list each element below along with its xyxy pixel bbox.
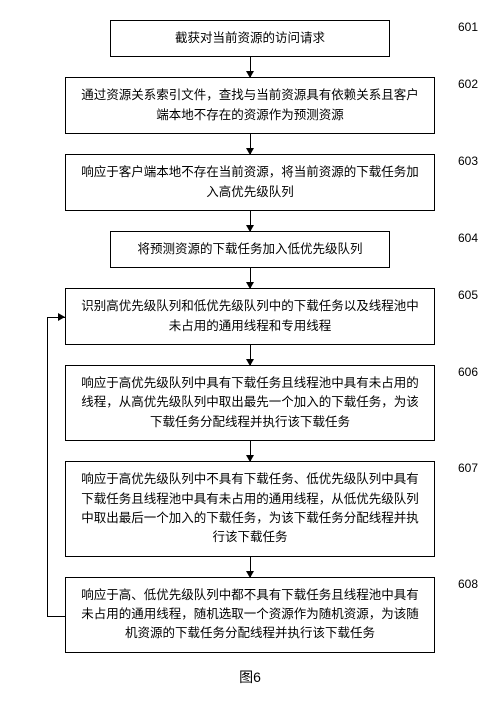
flow-step-602: 通过资源关系索引文件，查找与当前资源具有依赖关系且客户端本地不存在的资源作为预测… [30, 77, 470, 134]
flow-box: 通过资源关系索引文件，查找与当前资源具有依赖关系且客户端本地不存在的资源作为预测… [65, 77, 435, 134]
flowchart-container: 截获对当前资源的访问请求601 通过资源关系索引文件，查找与当前资源具有依赖关系且… [30, 20, 470, 653]
flow-step-label: 601 [458, 20, 478, 34]
flow-box: 响应于高、低优先级队列中都不具有下载任务且线程池中具有未占用的通用线程，随机选取… [65, 577, 435, 653]
flow-step-606: 响应于高优先级队列中具有下载任务且线程池中具有未占用的线程，从高优先级队列中取出… [30, 365, 470, 441]
flow-step-603: 响应于客户端本地不存在当前资源，将当前资源的下载任务加入高优先级队列603 [30, 154, 470, 211]
flow-box: 将预测资源的下载任务加入低优先级队列 [110, 231, 390, 268]
flow-step-label: 607 [458, 461, 478, 475]
flow-step-605: 识别高优先级队列和低优先级队列中的下载任务以及线程池中未占用的通用线程和专用线程… [30, 288, 470, 345]
flow-box: 响应于客户端本地不存在当前资源，将当前资源的下载任务加入高优先级队列 [65, 154, 435, 211]
flow-step-607: 响应于高优先级队列中不具有下载任务、低优先级队列中具有下载任务且线程池中具有未占… [30, 461, 470, 557]
loop-back-line [47, 317, 66, 617]
flow-step-label: 606 [458, 365, 478, 379]
flow-step-label: 605 [458, 288, 478, 302]
flow-step-608: 响应于高、低优先级队列中都不具有下载任务且线程池中具有未占用的通用线程，随机选取… [30, 577, 470, 653]
flow-step-601: 截获对当前资源的访问请求601 [30, 20, 470, 57]
arrow-right-icon [58, 313, 65, 321]
flow-step-label: 603 [458, 154, 478, 168]
flow-box: 截获对当前资源的访问请求 [110, 20, 390, 57]
flow-step-label: 608 [458, 577, 478, 591]
flow-box: 响应于高优先级队列中具有下载任务且线程池中具有未占用的线程，从高优先级队列中取出… [65, 365, 435, 441]
flow-step-label: 604 [458, 231, 478, 245]
flow-step-604: 将预测资源的下载任务加入低优先级队列604 [30, 231, 470, 268]
flow-box: 识别高优先级队列和低优先级队列中的下载任务以及线程池中未占用的通用线程和专用线程 [65, 288, 435, 345]
flow-step-label: 602 [458, 77, 478, 91]
figure-caption: 图6 [30, 667, 470, 687]
flow-box: 响应于高优先级队列中不具有下载任务、低优先级队列中具有下载任务且线程池中具有未占… [65, 461, 435, 557]
